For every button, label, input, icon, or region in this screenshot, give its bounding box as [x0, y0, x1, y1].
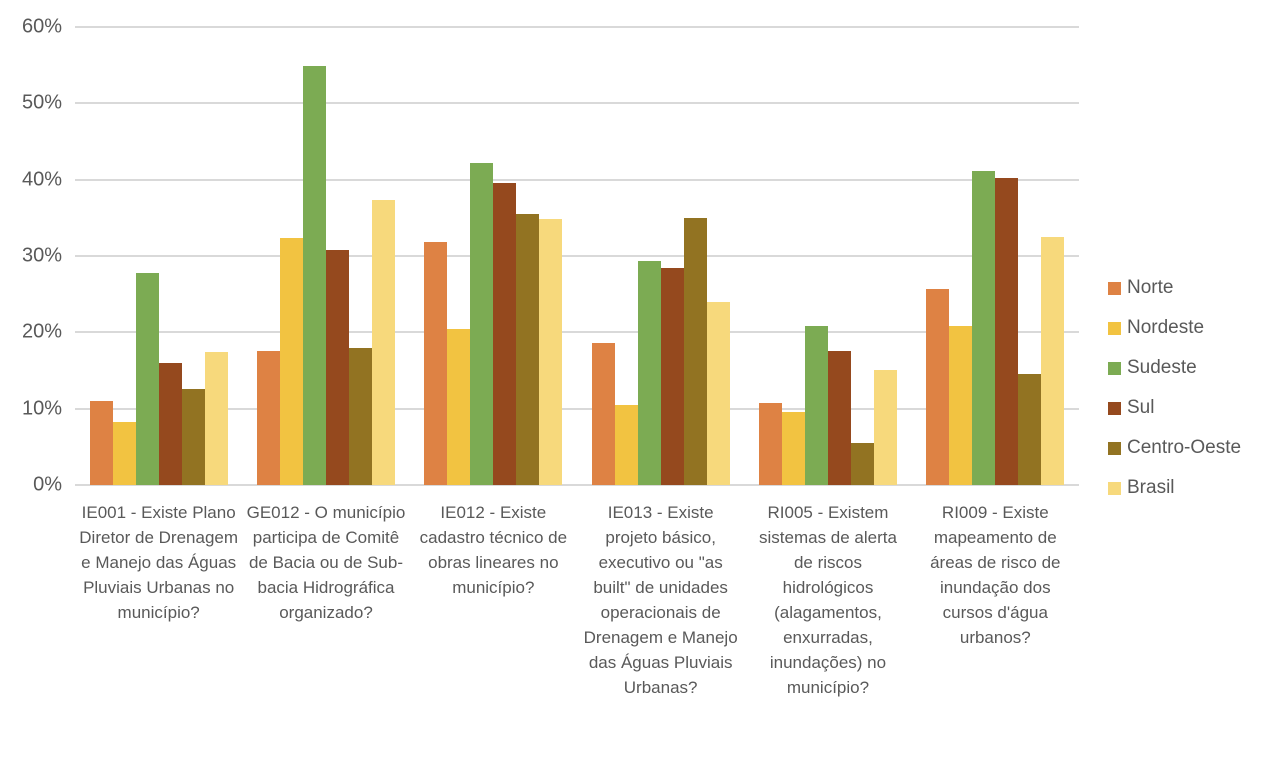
- bar-brasil-ie012: [539, 219, 563, 485]
- bar-centro-oeste-ie001: [181, 388, 205, 485]
- legend-item-nordeste: Nordeste: [1108, 308, 1241, 348]
- bar-brasil-ri005: [873, 369, 897, 485]
- bar-sudeste-ie012: [470, 162, 494, 485]
- bar-centro-oeste-ie012: [516, 214, 540, 485]
- bar-nordeste-ri005: [781, 412, 805, 485]
- legend-swatch-icon: [1108, 401, 1121, 415]
- bar-centro-oeste-ri005: [850, 443, 874, 485]
- bar-group-ri005: [744, 27, 911, 485]
- x-category-label-ie012: IE012 - Existe cadastro técnico de obras…: [419, 503, 568, 597]
- bar-norte-ge012: [256, 351, 280, 485]
- bar-norte-ri005: [758, 403, 782, 485]
- legend-item-centro-oeste: Centro-Oeste: [1108, 428, 1241, 468]
- legend-label: Nordeste: [1127, 317, 1205, 338]
- bar-nordeste-ri009: [949, 326, 973, 485]
- y-tick-label-0: 0%: [33, 473, 62, 496]
- bar-sul-ge012: [325, 249, 349, 485]
- bar-sul-ie013: [660, 268, 684, 485]
- bar-sudeste-ie013: [637, 260, 661, 485]
- legend-swatch-icon: [1108, 441, 1121, 455]
- bar-group-ri009: [912, 27, 1079, 485]
- bar-group-ie012: [410, 27, 577, 485]
- gridline-40: [75, 178, 1079, 181]
- bar-nordeste-ge012: [279, 238, 303, 485]
- bar-sudeste-ri005: [804, 326, 828, 485]
- bar-centro-oeste-ri009: [1018, 374, 1042, 485]
- bar-sudeste-ri009: [972, 171, 996, 485]
- legend-swatch-icon: [1108, 481, 1121, 495]
- bar-sul-ri005: [827, 351, 851, 485]
- legend-label: Centro-Oeste: [1127, 437, 1242, 458]
- legend: Norte Nordeste Sudeste Sul Centro-Oeste Brasi…: [1108, 268, 1241, 508]
- gridline-50: [75, 102, 1079, 105]
- legend-label: Brasil: [1127, 477, 1175, 498]
- x-category-label-ie013: IE013 - Existe projeto básico, executivo…: [583, 503, 738, 697]
- bar-group-ie013: [577, 27, 744, 485]
- x-category-label-ge012: GE012 - O município participa de Comitê …: [246, 503, 406, 622]
- bar-group-ie001: [75, 27, 242, 485]
- bar-group-ge012: [242, 27, 409, 485]
- bar-brasil-ri009: [1041, 236, 1065, 485]
- x-axis-category-labels: IE001 - Existe Plano Diretor de Drenagem…: [75, 500, 1079, 700]
- x-axis-line: [75, 484, 1079, 486]
- bar-groups: [75, 27, 1079, 485]
- gridline-60: [75, 26, 1079, 28]
- bar-centro-oeste-ge012: [348, 347, 372, 485]
- bar-nordeste-ie013: [614, 404, 638, 485]
- legend-label: Sul: [1127, 397, 1155, 418]
- gridline-30: [75, 255, 1079, 257]
- bar-nordeste-ie012: [447, 328, 471, 485]
- bar-norte-ie013: [591, 343, 615, 485]
- legend-item-norte: Norte: [1108, 268, 1241, 308]
- bar-sudeste-ge012: [302, 65, 326, 485]
- y-tick-label-50: 50%: [21, 91, 62, 114]
- legend-swatch-icon: [1108, 361, 1121, 375]
- bar-norte-ie012: [424, 242, 448, 485]
- plot-area: IE001 - Existe Plano Diretor de Drenagem…: [75, 26, 1079, 697]
- legend-item-brasil: Brasil: [1108, 468, 1241, 508]
- bar-norte-ie001: [89, 401, 113, 485]
- legend-label: Norte: [1127, 277, 1174, 298]
- y-tick-label-60: 60%: [21, 15, 62, 38]
- bar-sul-ie001: [158, 362, 182, 485]
- legend-swatch-icon: [1108, 281, 1121, 295]
- x-category-label-ri005: RI005 - Existem sistemas de alerta de ri…: [759, 503, 897, 697]
- bar-brasil-ge012: [371, 199, 395, 485]
- bar-sul-ri009: [995, 178, 1019, 485]
- bar-brasil-ie001: [204, 352, 228, 485]
- legend-swatch-icon: [1108, 321, 1121, 335]
- y-axis-tick-labels: 0% 10% 20% 30% 40% 50% 60%: [0, 16, 62, 496]
- y-tick-label-20: 20%: [21, 320, 62, 343]
- bar-centro-oeste-ie013: [683, 217, 707, 485]
- bar-brasil-ie013: [706, 301, 730, 485]
- bar-norte-ri009: [926, 288, 950, 485]
- legend-item-sudeste: Sudeste: [1108, 348, 1241, 388]
- x-category-label-ri009: RI009 - Existe mapeamento de áreas de ri…: [930, 503, 1061, 647]
- gridline-10: [75, 407, 1079, 410]
- x-category-label-ie001: IE001 - Existe Plano Diretor de Drenagem…: [79, 503, 239, 622]
- gridline-20: [75, 331, 1079, 334]
- bar-sul-ie012: [493, 183, 517, 485]
- bar-nordeste-ie001: [112, 421, 136, 485]
- bar-sudeste-ie001: [135, 272, 159, 485]
- y-tick-label-30: 30%: [21, 244, 62, 267]
- legend-item-sul: Sul: [1108, 388, 1241, 428]
- y-tick-label-10: 10%: [21, 397, 62, 420]
- legend-label: Sudeste: [1127, 357, 1197, 378]
- y-tick-label-40: 40%: [21, 168, 62, 191]
